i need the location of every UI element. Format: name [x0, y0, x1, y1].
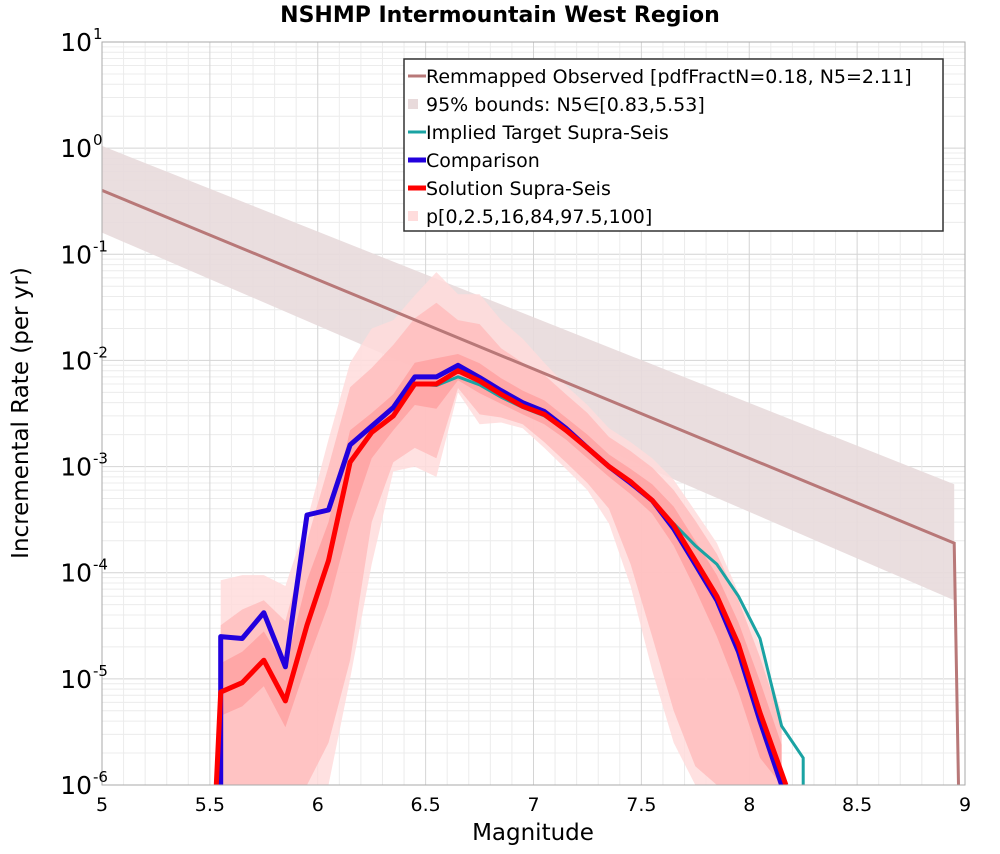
x-tick-label: 5: [96, 794, 108, 816]
y-tick-label: 10: [60, 240, 92, 269]
y-tick-exponent: 0: [93, 131, 103, 149]
y-tick-exponent: 1: [93, 25, 103, 43]
legend-swatch: [408, 99, 418, 109]
y-tick-exponent: -1: [93, 237, 108, 255]
y-tick-exponent: -6: [93, 768, 108, 786]
x-axis-label: Magnitude: [472, 820, 594, 846]
y-tick-label: 10: [60, 346, 92, 375]
plot-border: [101, 41, 966, 786]
x-tick-label: 9: [959, 794, 971, 816]
y-tick-exponent: -2: [93, 343, 108, 361]
legend-label: Implied Target Supra-Seis: [426, 122, 669, 144]
x-tick-label: 6.5: [411, 794, 441, 816]
legend-label: Remmapped Observed [pdfFractN=0.18, N5=2…: [426, 66, 912, 88]
y-tick-exponent: -4: [93, 556, 108, 574]
legend-label: p[0,2.5,16,84,97.5,100]: [426, 206, 652, 228]
y-tick-exponent: -3: [93, 450, 108, 468]
x-axis-ticks: 5 5.5 6 6.5 7 7.5 8 8.5 9: [96, 794, 971, 816]
legend-box: [403, 58, 944, 232]
x-tick-label: 8: [743, 794, 755, 816]
y-axis-label: Incremental Rate (per yr): [8, 267, 34, 559]
legend: Remmapped Observed [pdfFractN=0.18, N5=2…: [403, 58, 944, 232]
observed-line: [102, 189, 960, 785]
legend-swatch: [408, 211, 418, 221]
y-tick-label: 10: [60, 665, 92, 694]
x-tick-label: 7.5: [626, 794, 656, 816]
chart-title: NSHMP Intermountain West Region: [280, 3, 720, 28]
percentile-band-16-84: [220, 354, 782, 785]
y-tick-label: 10: [60, 134, 92, 163]
x-tick-label: 8.5: [842, 794, 872, 816]
y-tick-exponent: -5: [93, 662, 108, 680]
legend-label: Solution Supra-Seis: [426, 178, 611, 200]
x-tick-label: 6: [312, 794, 324, 816]
x-tick-label: 5.5: [195, 794, 225, 816]
y-tick-label: 10: [60, 453, 92, 482]
series-layer: [102, 145, 960, 785]
x-tick-label: 7: [527, 794, 539, 816]
legend-label: Comparison: [426, 150, 540, 172]
y-tick-label: 10: [60, 28, 92, 57]
y-tick-label: 10: [60, 771, 92, 800]
y-tick-label: 10: [60, 559, 92, 588]
solution-line: [213, 368, 789, 785]
legend-label: 95% bounds: N5∈[0.83,5.53]: [426, 94, 705, 116]
